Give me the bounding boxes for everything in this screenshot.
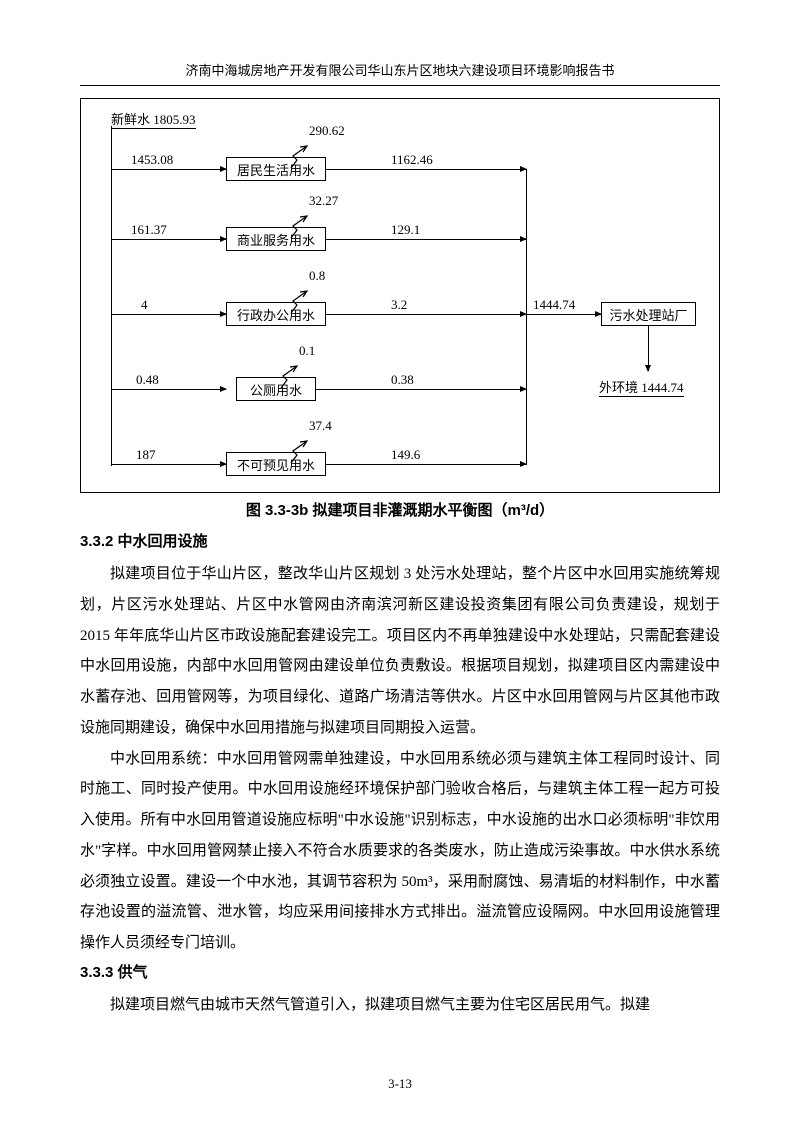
page-header: 济南中海城房地产开发有限公司华山东片区地块六建设项目环境影响报告书: [80, 60, 720, 86]
section-333-p1: 拟建项目燃气由城市天然气管道引入，拟建项目燃气主要为住宅区居民用气。拟建: [80, 990, 720, 1021]
section-332-p2: 中水回用系统：中水回用管网需单独建设，中水回用系统必须与建筑主体工程同时设计、同…: [80, 744, 720, 959]
sewage-node: 污水处理站厂: [601, 302, 696, 326]
row3-loss: 0.8: [309, 268, 325, 284]
row1-node: 居民生活用水: [226, 157, 326, 181]
row1-in: 1453.08: [131, 152, 173, 168]
merge-value: 1444.74: [533, 297, 575, 313]
row3-in: 4: [141, 297, 148, 313]
section-332-p1: 拟建项目位于华山片区，整改华山片区规划 3 处污水处理站，整个片区中水回用实施统…: [80, 559, 720, 744]
row1-out: 1162.46: [391, 152, 433, 168]
row2-node: 商业服务用水: [226, 227, 326, 251]
page-number: 3-13: [0, 1076, 800, 1092]
row5-node: 不可预见用水: [226, 452, 326, 476]
row4-out: 0.38: [391, 372, 414, 388]
section-332-title: 3.3.2 中水回用设施: [80, 530, 720, 551]
diagram-caption: 图 3.3-3b 拟建项目非灌溉期水平衡图（m³/d）: [80, 499, 720, 520]
fresh-water-label: 新鲜水 1805.93: [111, 109, 196, 129]
row4-node: 公厕用水: [236, 377, 316, 401]
row1-loss: 290.62: [309, 123, 345, 139]
row3-out: 3.2: [391, 297, 407, 313]
water-balance-diagram: 新鲜水 1805.93 1453.08 居民生活用水 290.62 1162.4…: [80, 98, 720, 493]
env-label: 外环境 1444.74: [599, 377, 684, 397]
row5-loss: 37.4: [309, 418, 332, 434]
row5-in: 187: [136, 447, 156, 463]
row2-loss: 32.27: [309, 193, 338, 209]
row2-out: 129.1: [391, 222, 420, 238]
row4-in: 0.48: [136, 372, 159, 388]
row4-loss: 0.1: [299, 343, 315, 359]
section-333-title: 3.3.3 供气: [80, 961, 720, 982]
row2-in: 161.37: [131, 222, 167, 238]
row5-out: 149.6: [391, 447, 420, 463]
row3-node: 行政办公用水: [226, 302, 326, 326]
